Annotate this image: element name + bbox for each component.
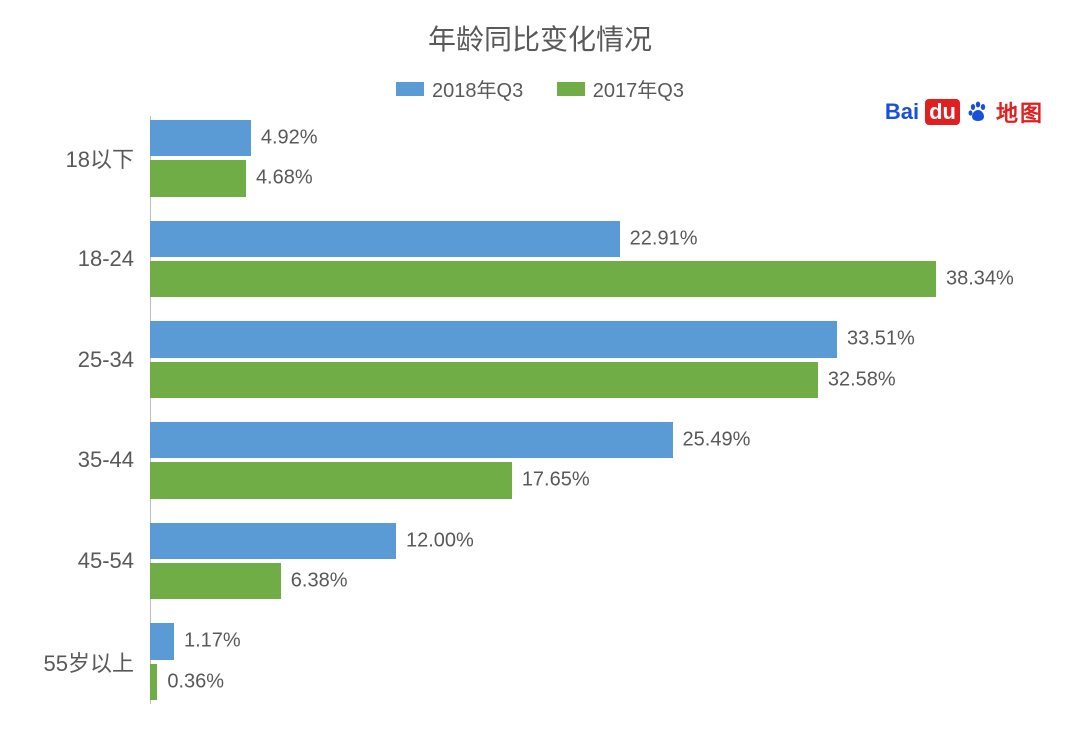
- legend-swatch-2018q3: [396, 82, 424, 96]
- bar-s1: 12.00%: [150, 523, 396, 559]
- bar-s1: 22.91%: [150, 221, 620, 257]
- bar-value-label: 32.58%: [818, 368, 896, 391]
- bar-s1: 33.51%: [150, 321, 837, 357]
- chart-plot-area: 18以下4.92%4.68%18-2422.91%38.34%25-3433.5…: [150, 120, 970, 700]
- bar-s2: 6.38%: [150, 563, 281, 599]
- bar-s2: 4.68%: [150, 160, 246, 196]
- bar-value-label: 25.49%: [673, 429, 751, 452]
- logo-text-du: du: [925, 99, 960, 125]
- bar-s2: 38.34%: [150, 261, 936, 297]
- legend-label-2018q3: 2018年Q3: [432, 74, 523, 103]
- bar-value-label: 17.65%: [512, 469, 590, 492]
- bar-s2: 17.65%: [150, 462, 512, 498]
- category-label: 18-24: [78, 246, 150, 272]
- bar-value-label: 6.38%: [281, 570, 348, 593]
- age-distribution-chart: 年龄同比变化情况 2018年Q3 2017年Q3 18以下4.92%4.68%1…: [0, 0, 1080, 730]
- legend-item-2018q3: 2018年Q3: [396, 74, 523, 103]
- category-label: 35-44: [78, 447, 150, 473]
- category-group: 25-3433.51%32.58%: [150, 321, 970, 398]
- bar-value-label: 12.00%: [396, 529, 474, 552]
- paw-icon: [966, 100, 990, 124]
- category-group: 45-5412.00%6.38%: [150, 523, 970, 600]
- logo-text-map: 地图: [996, 96, 1044, 128]
- bar-s1: 1.17%: [150, 623, 174, 659]
- legend-label-2017q3: 2017年Q3: [593, 74, 684, 103]
- bar-value-label: 33.51%: [837, 328, 915, 351]
- bar-s2: 0.36%: [150, 664, 157, 700]
- category-label: 55岁以上: [44, 646, 150, 678]
- bar-s2: 32.58%: [150, 362, 818, 398]
- category-group: 35-4425.49%17.65%: [150, 422, 970, 499]
- legend-item-2017q3: 2017年Q3: [557, 74, 684, 103]
- bar-s1: 25.49%: [150, 422, 673, 458]
- category-group: 55岁以上1.17%0.36%: [150, 623, 970, 700]
- category-group: 18-2422.91%38.34%: [150, 221, 970, 298]
- legend-swatch-2017q3: [557, 82, 585, 96]
- category-label: 18以下: [66, 142, 150, 174]
- category-label: 45-54: [78, 548, 150, 574]
- bar-value-label: 4.68%: [246, 167, 313, 190]
- chart-title: 年龄同比变化情况: [0, 18, 1080, 58]
- baidu-map-logo: Bai du 地图: [885, 96, 1044, 128]
- bar-value-label: 22.91%: [620, 227, 698, 250]
- bar-value-label: 0.36%: [157, 670, 224, 693]
- bar-value-label: 1.17%: [174, 630, 241, 653]
- category-group: 18以下4.92%4.68%: [150, 120, 970, 197]
- logo-text-bai: Bai: [885, 99, 919, 125]
- bar-value-label: 4.92%: [251, 127, 318, 150]
- y-axis-line: [150, 116, 151, 704]
- category-label: 25-34: [78, 347, 150, 373]
- bar-s1: 4.92%: [150, 120, 251, 156]
- bar-value-label: 38.34%: [936, 268, 1014, 291]
